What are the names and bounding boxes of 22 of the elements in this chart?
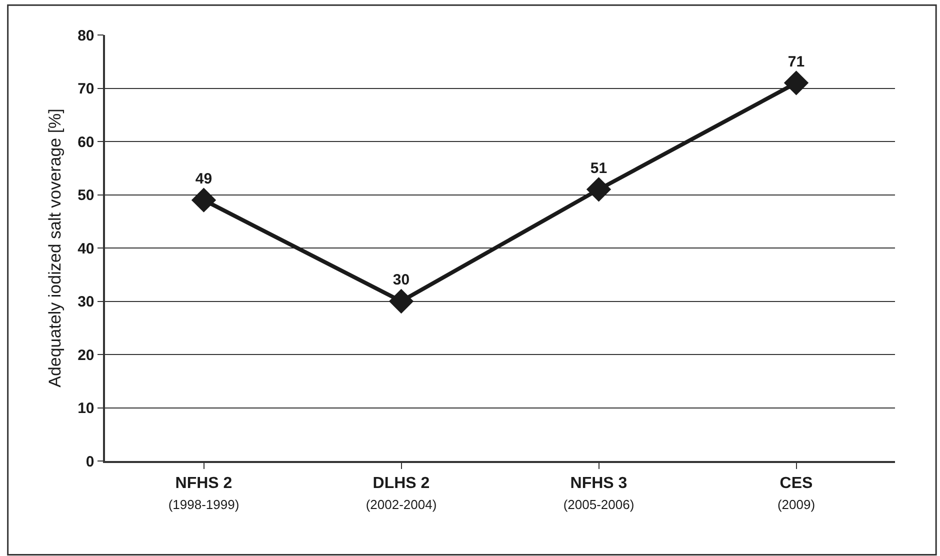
y-tick-label: 10 [78,400,94,417]
y-tick-label: 60 [78,134,94,151]
data-label: 71 [788,53,805,70]
y-tick-label: 40 [78,240,94,258]
y-tick-label: 30 [78,294,94,310]
x-tick-label: DLHS 2 (2002-2004) [366,474,437,512]
data-label: 51 [590,160,608,177]
y-tick-label: 20 [78,346,94,364]
y-tick-label: 80 [78,27,94,44]
point [784,70,809,96]
x-tick-label: CES (2009) [777,474,816,512]
y-tick-label: 0 [86,453,94,470]
x-tick-label: NFHS 3 (2005-2006) [563,474,634,512]
point [388,288,414,314]
point [586,177,612,202]
point [191,188,216,212]
data-label: 49 [195,170,212,188]
y-tick-label: 70 [78,80,94,98]
x-tick-label: NFHS 2 (1998-1999) [168,474,240,512]
data-label: 30 [392,272,410,289]
y-axis-title: Adequately iodized salt voverage [%] [46,108,65,388]
y-tick-label: 50 [78,187,94,204]
